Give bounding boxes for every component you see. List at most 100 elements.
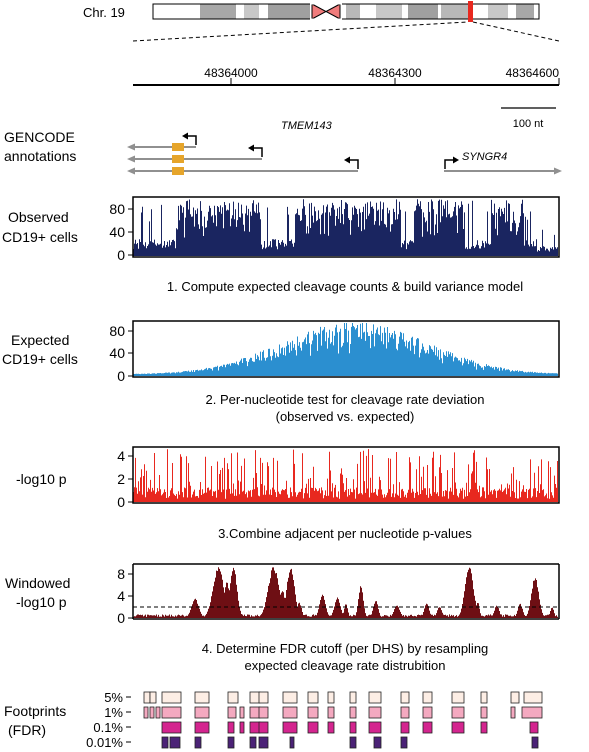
scale-bar-label: 100 nt	[513, 118, 544, 130]
windowed-track: 8 4 0	[117, 563, 560, 626]
footprint-box	[349, 706, 357, 719]
coord-tick-label: 48364300	[368, 66, 422, 80]
expected-track: 80 40 0	[109, 320, 560, 384]
y-tick-label: 2	[117, 471, 125, 487]
footprint-box	[161, 706, 182, 719]
footprint-box	[349, 691, 357, 704]
footprint-box	[258, 736, 269, 749]
pvalue-signal	[133, 449, 558, 502]
windowed-signal	[133, 567, 558, 618]
y-tick-label: 80	[109, 323, 125, 339]
footprint-box	[258, 721, 269, 734]
step-4-text: expected cleavage rate distrubition	[245, 658, 446, 673]
footprint-box	[143, 706, 149, 719]
footprint-box	[194, 691, 210, 704]
footprint-box	[451, 721, 465, 734]
footprint-box	[161, 721, 182, 734]
fdr-level-label: 0.01%	[86, 735, 123, 750]
observed-track: 80 40 0	[109, 196, 560, 263]
track-label: Windowed	[5, 575, 70, 591]
footprint-box	[282, 706, 298, 719]
y-tick-label: 80	[109, 201, 125, 217]
fdr-level-label: 0.1%	[93, 720, 123, 735]
y-tick-label: 0	[117, 610, 125, 626]
footprint-box	[194, 706, 210, 719]
footprint-box	[289, 736, 295, 749]
zoom-line-left	[132, 21, 469, 42]
footprints-label: Footprints	[4, 703, 66, 719]
gene-models	[127, 143, 562, 175]
footprint-box	[422, 721, 433, 734]
footprint-box	[282, 691, 298, 704]
observed-signal	[133, 199, 558, 256]
footprint-box	[161, 691, 182, 704]
y-tick-label: 40	[109, 224, 125, 240]
footprint-box	[249, 706, 261, 719]
footprint-box	[327, 691, 335, 704]
track-label: CD19+ cells	[2, 229, 78, 245]
locus-marker	[468, 1, 473, 22]
footprint-box	[523, 691, 543, 704]
footprint-box	[349, 721, 357, 734]
footprint-box	[194, 721, 210, 734]
footprint-box	[227, 736, 235, 749]
footprint-box	[227, 721, 235, 734]
footprint-box	[249, 736, 257, 749]
footprint-box	[194, 736, 202, 749]
footprint-box	[451, 706, 465, 719]
footprint-box	[155, 706, 161, 719]
footprint-box	[307, 691, 319, 704]
footprint-box	[400, 706, 410, 719]
footprint-box	[451, 691, 465, 704]
footprint-box	[510, 706, 516, 719]
footprint-box	[521, 706, 543, 719]
zoom-line-right	[472, 21, 560, 42]
track-label: Observed	[8, 209, 69, 225]
footprint-boxes	[126, 691, 543, 749]
footprint-box	[529, 721, 539, 734]
footprint-box	[510, 691, 520, 704]
coord-tick-label: 48364000	[204, 66, 258, 80]
footprint-box	[307, 721, 319, 734]
step-2-text: (observed vs. expected)	[276, 409, 415, 424]
footprint-box	[169, 736, 181, 749]
annotations-label: annotations	[4, 148, 76, 164]
footprint-box	[422, 706, 433, 719]
footprint-box	[258, 706, 269, 719]
footprint-box	[143, 691, 151, 704]
step-2-text: 2. Per-nucleotide test for cleavage rate…	[206, 392, 485, 407]
footprint-box	[258, 691, 269, 704]
footprint-box	[400, 736, 408, 749]
y-tick-label: 0	[117, 247, 125, 263]
exon-blocks	[172, 143, 184, 175]
footprint-box	[373, 736, 382, 749]
y-tick-label: 8	[117, 566, 125, 582]
footprint-box	[368, 691, 382, 704]
step-4-text: 4. Determine FDR cutoff (per DHS) by res…	[202, 641, 489, 656]
footprint-box	[149, 706, 155, 719]
footprint-box	[227, 706, 237, 719]
coord-tick-label: 48364600	[506, 66, 560, 80]
footprint-box	[282, 721, 298, 734]
footprint-box	[349, 736, 357, 749]
footprint-box	[249, 721, 261, 734]
tss-arrows	[182, 132, 459, 169]
gene-name: SYNGR4	[462, 151, 507, 163]
footprint-box	[149, 691, 157, 704]
footprint-box	[368, 721, 382, 734]
footprint-box	[161, 736, 169, 749]
pvalue-track: 4 2 0	[117, 446, 560, 510]
y-tick-label: 0	[117, 368, 125, 384]
footprint-box	[239, 721, 245, 734]
y-tick-label: 40	[109, 345, 125, 361]
annotations-label: GENCODE	[4, 129, 75, 145]
fdr-level-label: 1%	[104, 705, 123, 720]
track-label: Expected	[11, 332, 69, 348]
footprint-box	[249, 691, 261, 704]
y-tick-label: 0	[117, 494, 125, 510]
track-label: CD19+ cells	[2, 351, 78, 367]
footprint-box	[400, 721, 410, 734]
gene-name: TMEM143	[281, 120, 333, 132]
footprint-box	[422, 691, 433, 704]
